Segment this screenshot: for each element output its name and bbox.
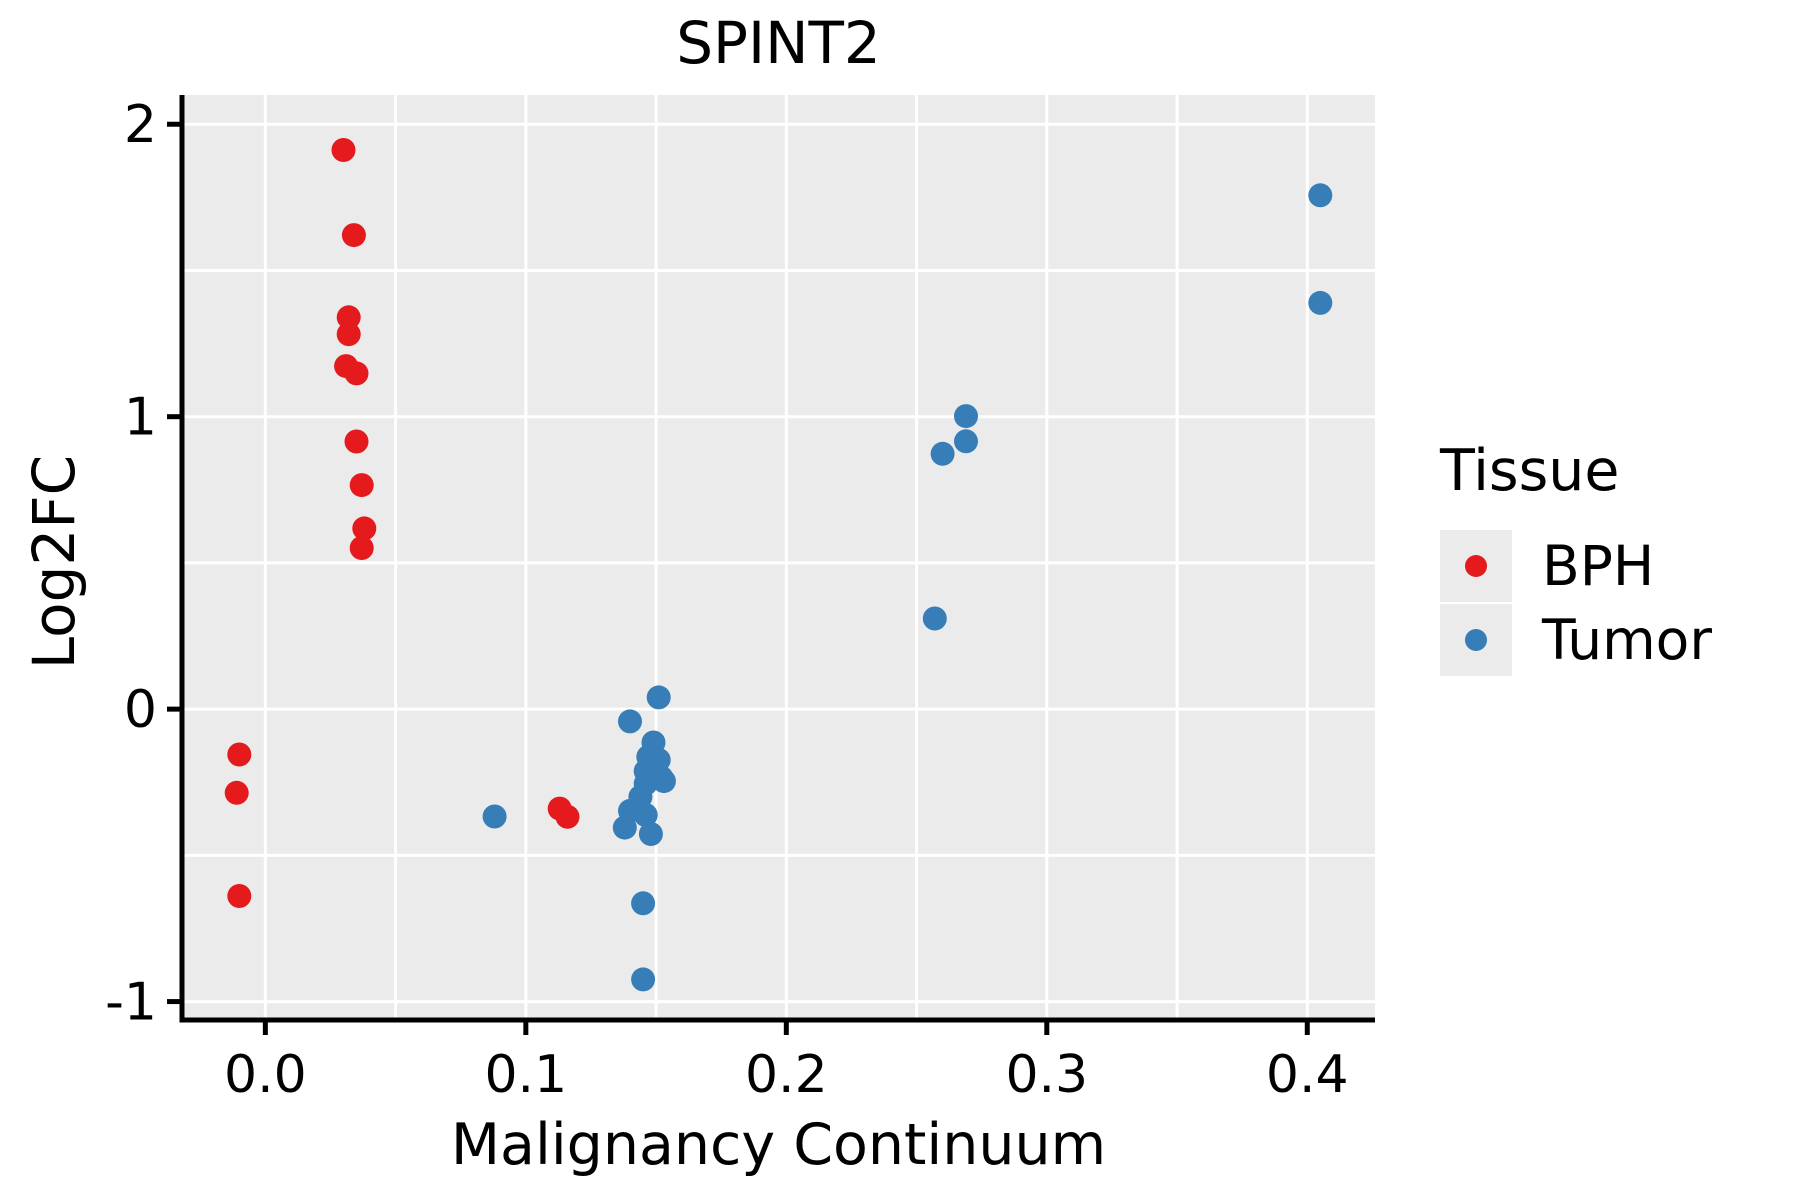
data-point-bph bbox=[331, 138, 356, 162]
y-tick-label: -1 bbox=[105, 973, 157, 1033]
legend-key-swatch bbox=[1440, 530, 1512, 602]
bph-dot-icon bbox=[1465, 555, 1487, 577]
data-point-bph bbox=[336, 322, 361, 347]
data-point-tumor bbox=[954, 404, 978, 429]
data-point-bph bbox=[349, 473, 374, 498]
data-point-bph bbox=[341, 223, 366, 248]
legend-item-bph: BPH bbox=[1440, 530, 1712, 602]
data-point-bph bbox=[344, 429, 369, 454]
data-point-tumor bbox=[638, 822, 663, 846]
data-point-tumor bbox=[930, 441, 955, 466]
x-tick-label: 0.2 bbox=[745, 1045, 828, 1105]
legend-key-swatch bbox=[1440, 604, 1512, 676]
data-point-tumor bbox=[1308, 290, 1333, 315]
data-point-bph bbox=[227, 742, 252, 767]
x-tick-label: 0.3 bbox=[1005, 1045, 1088, 1105]
y-tick-label: 1 bbox=[124, 388, 157, 448]
legend-item-label: BPH bbox=[1542, 534, 1655, 598]
data-point-tumor bbox=[651, 769, 676, 794]
x-tick-label: 0.1 bbox=[484, 1045, 567, 1105]
data-point-tumor bbox=[618, 709, 642, 734]
data-point-bph bbox=[344, 361, 369, 386]
y-tick-label: 0 bbox=[124, 680, 157, 740]
data-point-bph bbox=[555, 804, 580, 829]
legend-title: Tissue bbox=[1440, 438, 1620, 504]
data-point-tumor bbox=[922, 606, 947, 631]
chart-title: SPINT2 bbox=[676, 9, 881, 77]
data-point-bph bbox=[224, 780, 249, 805]
legend-item-tumor: Tumor bbox=[1440, 604, 1712, 676]
data-point-tumor bbox=[631, 967, 656, 992]
legend: Tissue BPH Tumor bbox=[1440, 438, 1712, 678]
x-tick-label: 0.4 bbox=[1266, 1045, 1349, 1105]
data-point-tumor bbox=[954, 429, 978, 454]
data-point-tumor bbox=[1308, 183, 1333, 208]
x-axis-label: Malignancy Continuum bbox=[450, 1112, 1107, 1178]
data-point-bph bbox=[336, 305, 361, 330]
y-axis-label: Log2FC bbox=[20, 454, 88, 670]
data-point-tumor bbox=[646, 685, 671, 710]
data-point-tumor bbox=[612, 815, 637, 840]
data-point-tumor bbox=[633, 803, 658, 827]
legend-item-label: Tumor bbox=[1542, 608, 1712, 672]
data-point-bph bbox=[227, 884, 252, 908]
data-point-bph bbox=[349, 536, 374, 560]
x-tick-label: 0.0 bbox=[224, 1045, 307, 1105]
data-point-tumor bbox=[482, 804, 507, 829]
tumor-dot-icon bbox=[1465, 629, 1487, 651]
data-point-tumor bbox=[631, 891, 656, 916]
data-point-bph bbox=[352, 516, 377, 541]
y-tick-label: 2 bbox=[124, 95, 157, 155]
